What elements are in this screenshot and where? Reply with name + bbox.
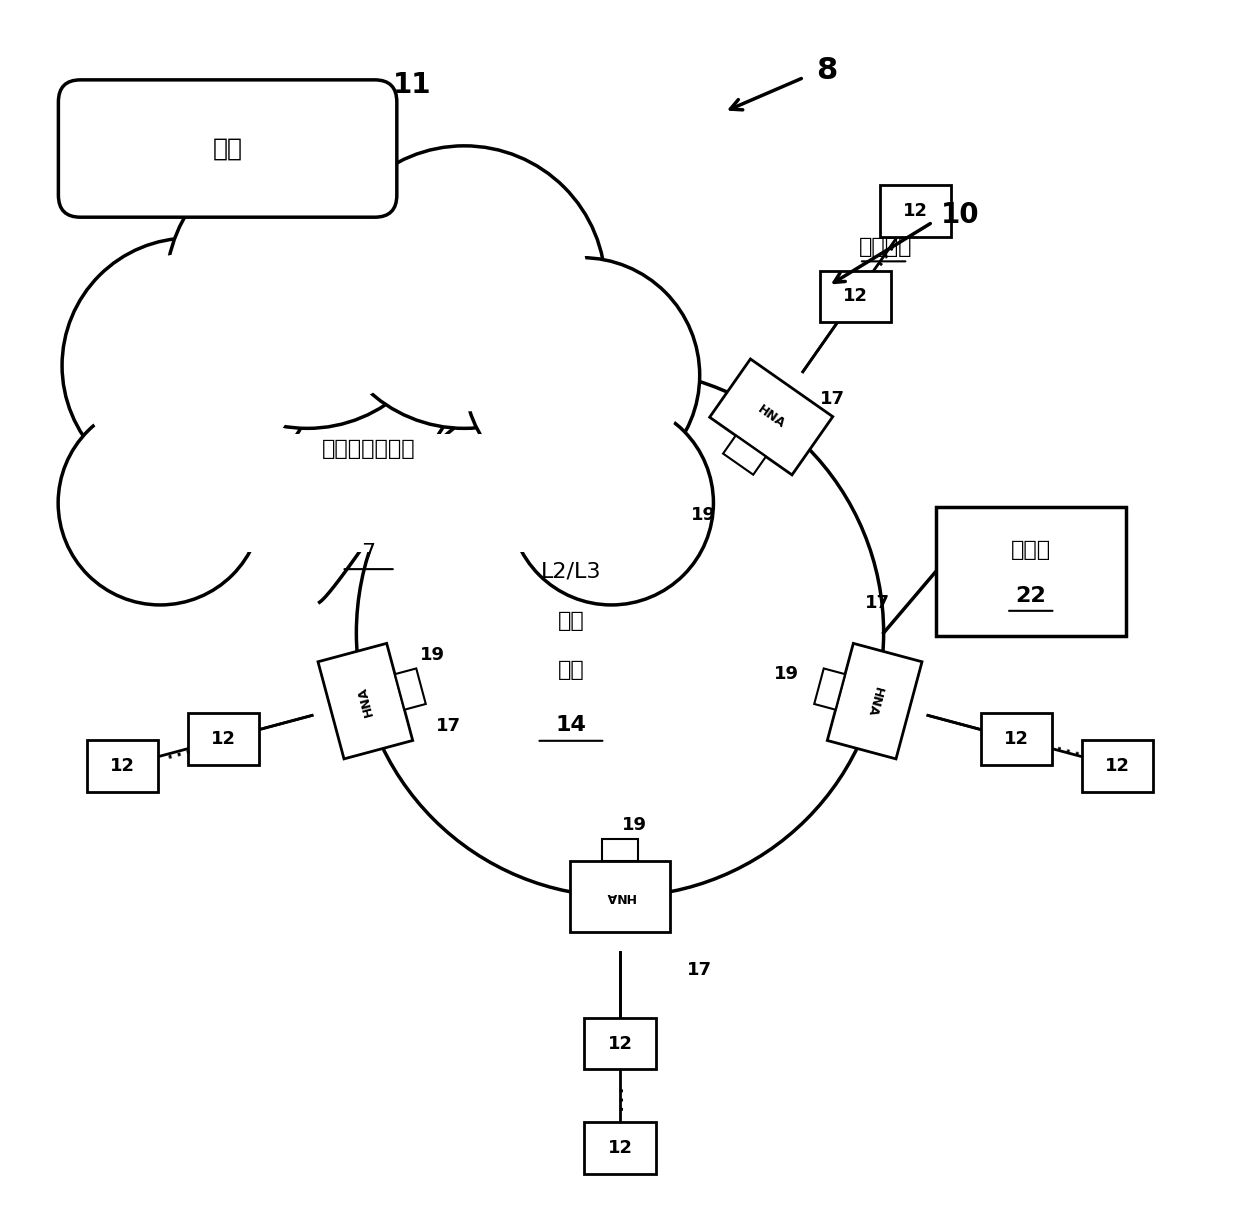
Text: 10: 10 [941,200,980,229]
Text: 19: 19 [691,506,717,524]
Text: 22: 22 [1016,586,1047,606]
Text: 数据中心: 数据中心 [859,237,913,257]
Polygon shape [601,839,639,862]
Circle shape [464,258,699,493]
Text: HNA: HNA [864,685,885,718]
Polygon shape [815,669,846,709]
Text: 服务提供方网络: 服务提供方网络 [322,439,415,458]
Polygon shape [709,359,833,474]
Text: 17: 17 [436,717,461,735]
Circle shape [356,369,884,896]
Text: 12: 12 [903,202,928,220]
Bar [87,740,157,791]
Text: 控制器: 控制器 [1011,540,1050,559]
Text: 11: 11 [393,71,432,100]
Bar [820,270,892,322]
Text: 结构: 结构 [558,660,584,680]
Text: 17: 17 [864,594,889,612]
Circle shape [522,413,701,592]
Text: 12: 12 [1105,757,1130,775]
Text: 7: 7 [362,543,376,563]
Circle shape [479,272,686,479]
Text: 17: 17 [687,961,712,980]
Text: 19: 19 [622,816,647,834]
Circle shape [510,401,713,605]
Circle shape [184,162,432,412]
Circle shape [166,146,449,429]
Polygon shape [723,435,766,474]
Text: ⋯: ⋯ [866,235,905,273]
FancyBboxPatch shape [58,80,397,218]
Bar [880,186,951,237]
Polygon shape [317,643,413,758]
Circle shape [58,401,262,605]
Text: 交换: 交换 [558,611,584,630]
Text: 12: 12 [211,730,236,748]
Polygon shape [569,862,671,932]
Text: ⋯: ⋯ [1050,736,1084,769]
Text: ⋯: ⋯ [606,1082,634,1110]
Polygon shape [394,669,425,709]
Bar [1083,740,1153,791]
Circle shape [77,253,301,478]
Text: ⋯: ⋯ [156,736,190,769]
Bar [122,434,611,552]
Circle shape [71,413,250,592]
Text: 19: 19 [420,645,445,664]
Text: HNA: HNA [755,403,787,431]
Bar [981,714,1053,764]
Text: 12: 12 [843,288,868,305]
Text: 12: 12 [608,1139,632,1156]
Polygon shape [827,643,923,758]
Text: 客户: 客户 [212,136,243,161]
Bar [584,1122,656,1174]
Text: 19: 19 [774,665,799,683]
Bar [936,508,1126,635]
Text: L2/L3: L2/L3 [541,562,601,581]
Text: HNA: HNA [605,890,635,903]
Circle shape [340,162,589,412]
Text: 12: 12 [110,757,135,775]
Text: 12: 12 [608,1035,632,1053]
Text: 8: 8 [816,55,837,85]
Bar [584,1018,656,1069]
Circle shape [62,238,317,493]
Bar [187,714,259,764]
Text: 14: 14 [556,715,587,735]
Text: HNA: HNA [355,685,376,718]
Circle shape [322,146,605,429]
Text: 17: 17 [820,390,844,408]
Text: 12: 12 [1004,730,1029,748]
